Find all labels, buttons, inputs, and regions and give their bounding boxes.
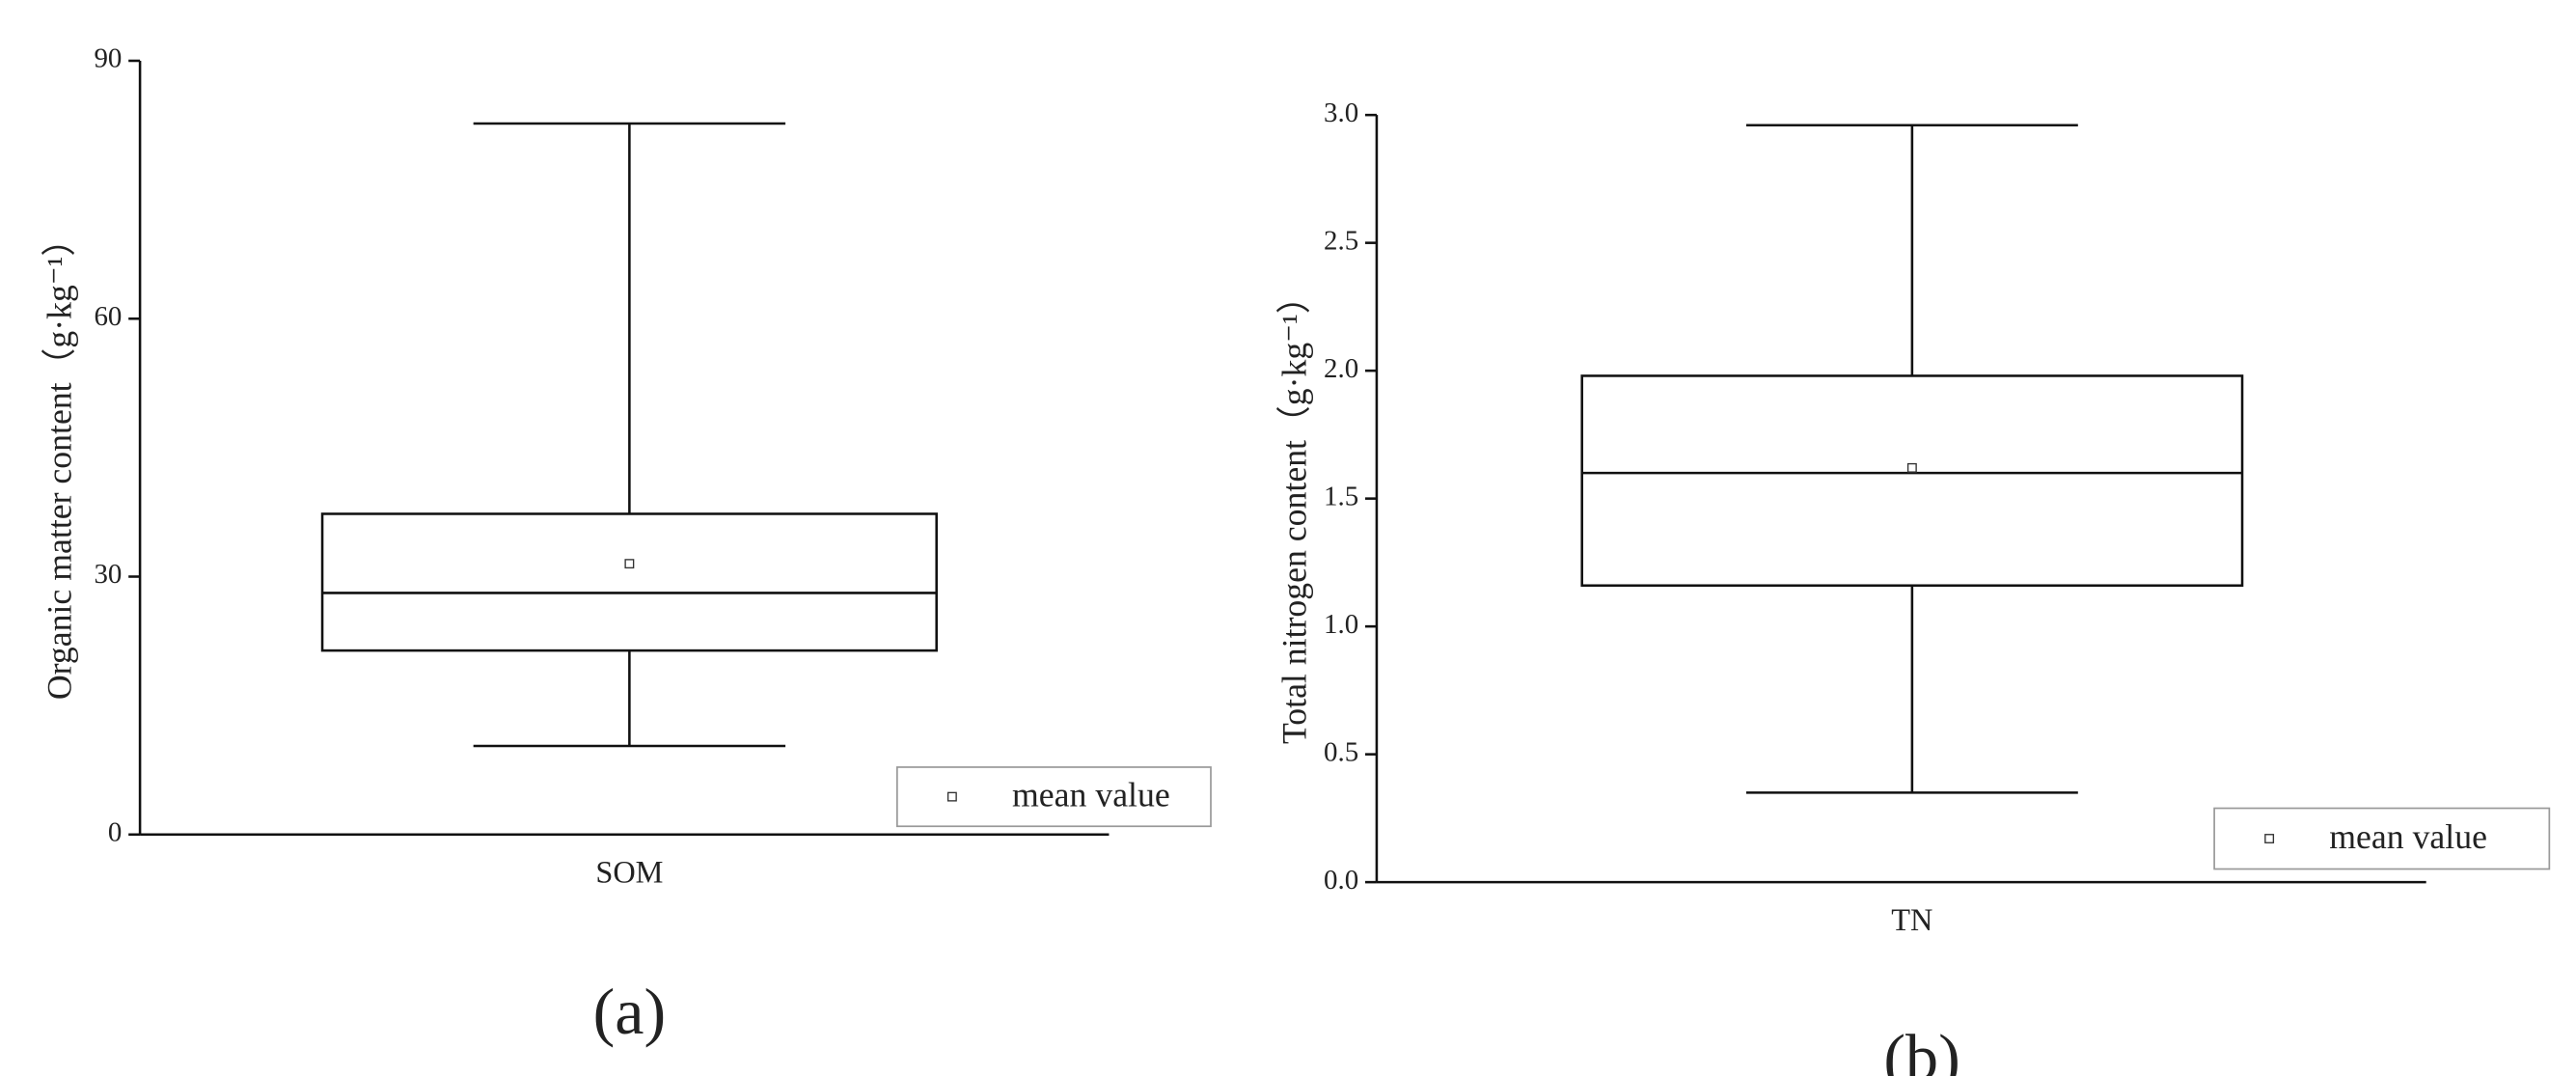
panel-label: (b) <box>1883 1021 1959 1076</box>
legend-symbol <box>946 791 957 802</box>
legend-symbol <box>2264 834 2275 843</box>
y-tick-label: 0 <box>108 816 122 847</box>
legend-label: mean value <box>2329 817 2487 856</box>
y-tick-label: 2.0 <box>1324 353 1358 384</box>
legend-label: mean value <box>1012 776 1170 814</box>
x-tick-label: SOM <box>595 855 663 890</box>
y-tick-label: 1.0 <box>1324 609 1358 640</box>
y-tick-label: 0.0 <box>1324 865 1358 896</box>
box <box>1580 374 2244 588</box>
y-tick-label: 1.5 <box>1324 481 1358 511</box>
x-tick-label: TN <box>1891 902 1932 937</box>
y-tick-label: 2.5 <box>1324 225 1358 256</box>
mean-marker <box>1906 462 1917 473</box>
y-tick-label: 3.0 <box>1324 97 1358 128</box>
y-tick-label: 90 <box>94 43 122 74</box>
y-tick-label: 30 <box>94 559 122 590</box>
mean-marker <box>624 559 635 569</box>
y-axis-label: Total nitrogen content（g·kg⁻¹） <box>1274 279 1313 744</box>
box <box>320 512 938 652</box>
y-tick-label: 60 <box>94 301 122 332</box>
y-tick-label: 0.5 <box>1324 736 1358 767</box>
panel-label: (a) <box>593 975 667 1048</box>
y-axis-label: Organic matter content（g·kg⁻¹） <box>40 222 78 700</box>
